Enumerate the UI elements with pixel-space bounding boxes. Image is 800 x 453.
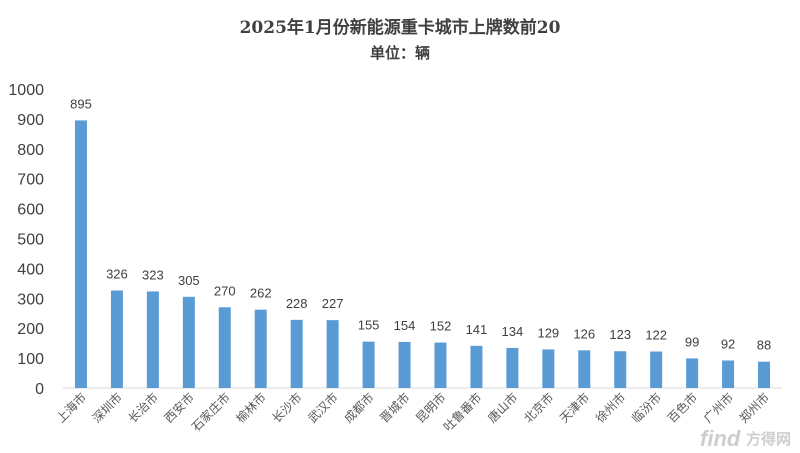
y-tick-label: 600 [17, 202, 44, 219]
bar [650, 351, 663, 388]
y-tick-label: 700 [17, 172, 44, 189]
bar [506, 347, 519, 388]
bar [326, 320, 339, 388]
category-label: 昆明市 [413, 390, 449, 426]
data-label: 92 [721, 336, 735, 351]
category-label: 北京市 [520, 390, 556, 426]
data-label: 895 [70, 96, 92, 111]
y-tick-label: 300 [17, 291, 44, 308]
category-label: 长沙市 [269, 390, 305, 426]
category-label: 吐鲁番市 [440, 390, 485, 435]
data-labels: 895 326 323 305 270 262 228 227 155 154 152 141 134 1… [70, 96, 771, 352]
watermark-logo: find 方得网 [700, 426, 791, 451]
category-label: 深圳市 [89, 390, 125, 426]
chart-subtitle: 单位：辆 [370, 44, 430, 62]
y-tick-label: 100 [17, 351, 44, 368]
category-label: 长治市 [125, 390, 161, 426]
bar [686, 358, 699, 388]
bar [146, 291, 159, 388]
data-label: 305 [178, 273, 200, 288]
bar [218, 307, 231, 388]
bar [614, 351, 627, 388]
y-tick-label: 1000 [8, 82, 44, 99]
data-label: 323 [142, 267, 164, 282]
category-label: 武汉市 [305, 390, 341, 426]
category-label: 百色市 [664, 390, 700, 426]
watermark-site-name: 方得网 [746, 430, 791, 448]
y-tick-label: 500 [17, 232, 44, 249]
data-label: 270 [214, 283, 236, 298]
category-label: 榆林市 [233, 390, 269, 426]
category-label: 郑州市 [736, 390, 772, 426]
data-label: 88 [757, 338, 771, 353]
y-axis: 0 100 200 300 400 500 600 700 800 900 1000 [8, 82, 44, 398]
data-label: 155 [358, 318, 380, 333]
category-label: 广州市 [700, 390, 736, 426]
category-label: 晋城市 [377, 390, 413, 426]
data-label: 134 [502, 324, 524, 339]
category-label: 石家庄市 [188, 390, 233, 435]
bar [362, 341, 375, 388]
bar [398, 341, 411, 388]
data-label: 123 [609, 327, 631, 342]
category-label: 天津市 [556, 390, 592, 426]
bar [74, 120, 87, 389]
bars [74, 120, 771, 389]
watermark-logo-text: find [700, 426, 741, 451]
bar [722, 360, 735, 388]
bar [758, 361, 771, 388]
bar [542, 349, 555, 388]
bar [290, 319, 303, 388]
y-tick-label: 800 [17, 142, 44, 159]
y-tick-label: 200 [17, 321, 44, 338]
y-tick-label: 400 [17, 261, 44, 278]
bar [254, 309, 267, 388]
data-label: 227 [322, 296, 344, 311]
chart-title: 2025年1月份新能源重卡城市上牌数前20 [240, 17, 561, 38]
category-label: 唐山市 [484, 390, 520, 426]
y-tick-label: 900 [17, 112, 44, 129]
category-label: 临汾市 [628, 390, 664, 426]
category-label: 上海市 [53, 390, 89, 426]
data-label: 228 [286, 296, 308, 311]
category-label: 成都市 [341, 390, 377, 426]
y-tick-label: 0 [35, 381, 44, 398]
bar [470, 345, 483, 388]
data-label: 152 [430, 319, 452, 334]
category-label: 徐州市 [592, 390, 628, 426]
data-label: 129 [537, 325, 559, 340]
data-label: 141 [466, 322, 488, 337]
data-label: 326 [106, 267, 128, 282]
bar [110, 290, 123, 388]
data-label: 154 [394, 318, 416, 333]
data-label: 262 [250, 286, 272, 301]
data-label: 99 [685, 334, 699, 349]
bar [434, 342, 447, 388]
bar [578, 350, 591, 388]
data-label: 122 [645, 328, 667, 343]
bar [182, 296, 195, 388]
category-label: 西安市 [161, 390, 197, 426]
data-label: 126 [573, 326, 595, 341]
